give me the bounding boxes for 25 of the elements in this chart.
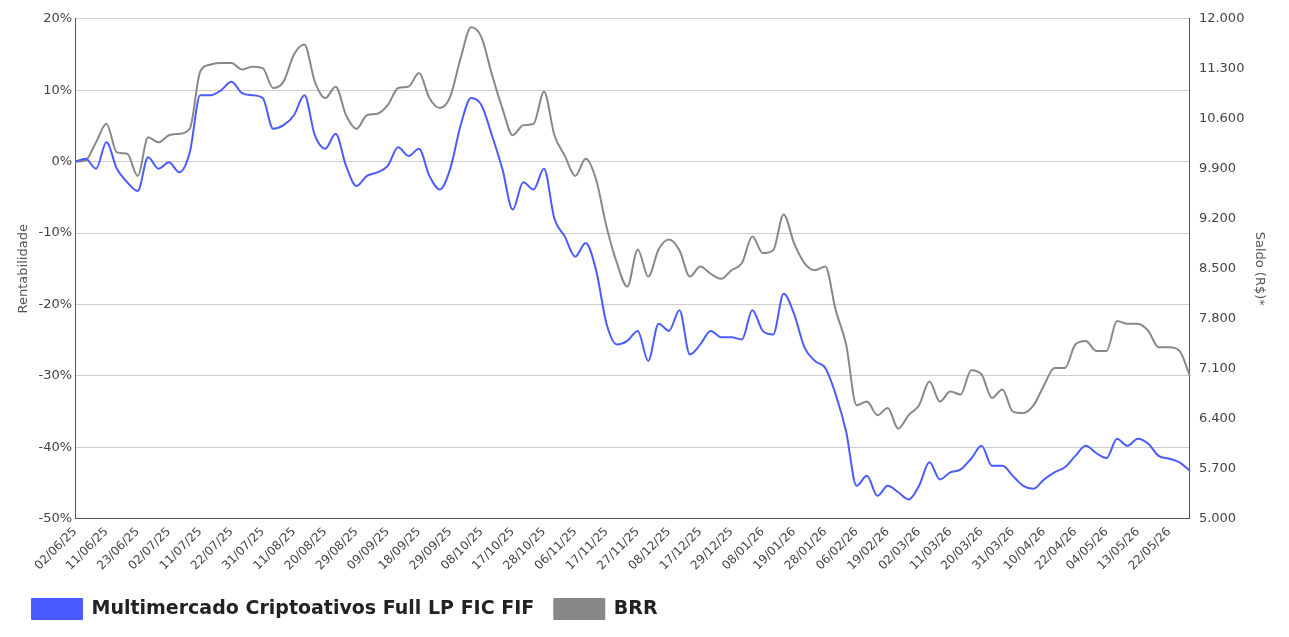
- y2-tick-label: 6.400: [1198, 410, 1237, 426]
- y2-axis-title: Saldo (R$)*: [1252, 231, 1268, 307]
- y-tick-label: -30%: [38, 367, 73, 383]
- y2-tick-label: 9.900: [1198, 160, 1237, 176]
- y-tick-label: 20%: [43, 10, 73, 26]
- y2-tick-label: 11.300: [1198, 60, 1245, 76]
- y2-tick-label: 7.100: [1198, 360, 1237, 376]
- y2-tick-label: 9.200: [1198, 210, 1237, 226]
- y2-tick-label: 5.700: [1198, 460, 1237, 476]
- y2-tick-label: 7.800: [1198, 310, 1237, 326]
- y2-tick-label: 12.000: [1198, 10, 1245, 26]
- y-axis-title: Rentabilidade: [15, 224, 31, 314]
- line-series: [74, 26, 1191, 430]
- y-tick-label: -20%: [38, 295, 73, 311]
- y-tick-label: 10%: [43, 81, 73, 97]
- y-tick-label: -10%: [38, 224, 73, 240]
- y-tick-label: -50%: [38, 510, 73, 526]
- legend-label: Multimercado Criptoativos Full LP FIC FIF: [91, 595, 535, 618]
- y2-tick-label: 10.600: [1198, 110, 1245, 126]
- legend-label: BRR: [613, 595, 658, 618]
- y-tick-label: -40%: [38, 438, 73, 454]
- y2-tick-label: 5.000: [1198, 510, 1237, 526]
- line-series: [74, 80, 1191, 501]
- y2-tick-label: 8.500: [1198, 260, 1237, 276]
- y-tick-label: 0%: [51, 153, 73, 169]
